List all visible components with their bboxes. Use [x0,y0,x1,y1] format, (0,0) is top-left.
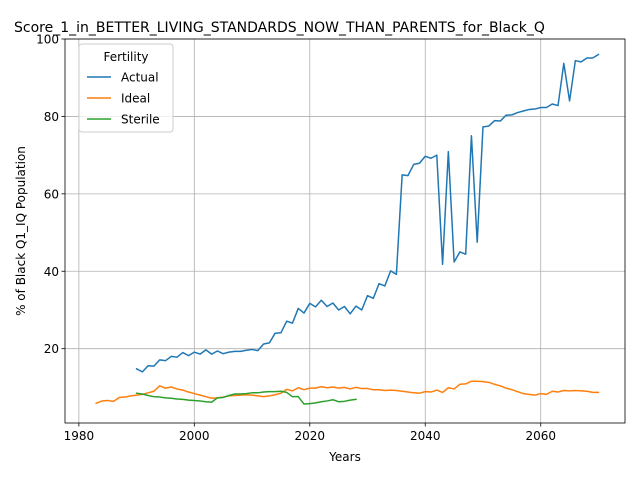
x-tick-label: 1980 [64,429,95,443]
chart-title: Score_1_in_BETTER_LIVING_STANDARDS_NOW_T… [14,20,545,36]
legend-entry-sterile: Sterile [121,113,160,127]
x-tick-label: 2040 [410,429,441,443]
legend: Fertility Actual Ideal Sterile [79,44,173,132]
y-tick-label: 20 [44,342,59,356]
x-tick-label: 2000 [179,429,210,443]
legend-entry-ideal: Ideal [121,92,150,106]
y-tick-label: 80 [44,110,59,124]
y-tick-label: 40 [44,265,59,279]
x-tick-label: 2020 [295,429,326,443]
y-axis-label: % of Black Q1_IQ Population [14,146,28,316]
x-axis-label: Years [328,450,361,464]
y-tick-label: 60 [44,187,59,201]
x-tick-label: 2060 [525,429,556,443]
legend-entry-actual: Actual [121,71,159,85]
legend-title: Fertility [103,50,148,64]
